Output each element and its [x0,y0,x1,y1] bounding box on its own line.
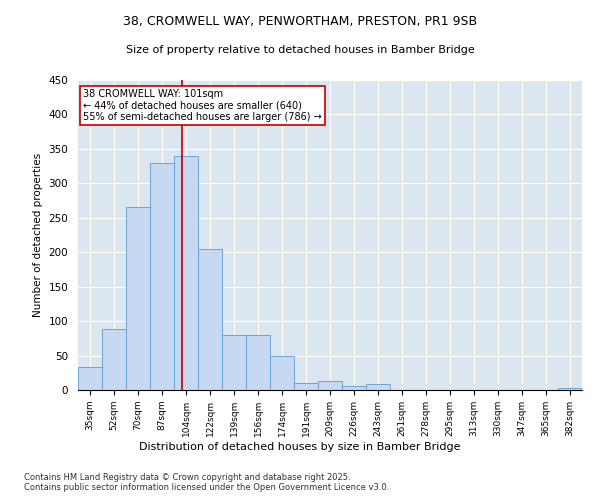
Text: 38, CROMWELL WAY, PENWORTHAM, PRESTON, PR1 9SB: 38, CROMWELL WAY, PENWORTHAM, PRESTON, P… [123,15,477,28]
Bar [342,386,366,390]
Y-axis label: Number of detached properties: Number of detached properties [33,153,43,317]
Bar [246,335,270,390]
Bar [102,330,126,390]
Bar [198,249,222,390]
Bar [366,384,390,390]
Bar [126,208,150,390]
Bar [558,388,582,390]
Bar [318,381,342,390]
Text: Size of property relative to detached houses in Bamber Bridge: Size of property relative to detached ho… [125,45,475,55]
Text: Contains HM Land Registry data © Crown copyright and database right 2025.
Contai: Contains HM Land Registry data © Crown c… [24,472,389,492]
Bar [150,162,174,390]
Text: 38 CROMWELL WAY: 101sqm
← 44% of detached houses are smaller (640)
55% of semi-d: 38 CROMWELL WAY: 101sqm ← 44% of detache… [83,90,322,122]
Bar [78,368,102,390]
Bar [222,335,246,390]
Text: Distribution of detached houses by size in Bamber Bridge: Distribution of detached houses by size … [139,442,461,452]
Bar [294,383,318,390]
Bar [174,156,198,390]
Bar [270,356,294,390]
